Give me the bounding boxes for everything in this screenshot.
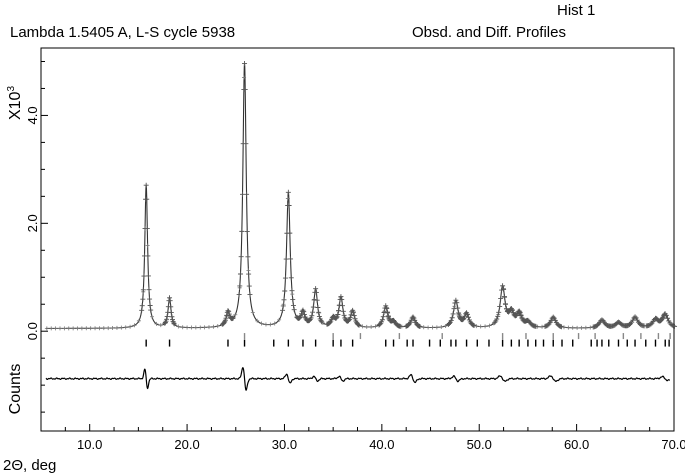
observed-points-peak [162,295,177,327]
observed-points-peak [220,308,236,327]
observed-points-peak [653,311,678,329]
x-tick-label: 70.0 [661,437,685,452]
observed-points-peak [294,307,312,324]
y-tick-label: 2.0 [25,214,40,232]
x-tick-label: 30.0 [272,437,297,452]
observed-points-peak [384,306,403,329]
observed-points-peak [376,303,395,328]
x-axis-label: 2Θ, deg [3,457,56,474]
y-scale-base: X10 [7,91,24,120]
calculated-profile-line [45,63,671,329]
observed-points-peak [403,314,423,330]
y-tick-label: 4.0 [25,106,40,124]
y-axis-label: Counts [7,364,24,415]
x-tick-label: 60.0 [564,437,589,452]
observed-points-peak [456,310,477,328]
y-scale-label: X103 [6,86,24,120]
x-tick-label: 20.0 [174,437,199,452]
observed-points-peak [492,283,513,325]
observed-points-peak [236,60,253,298]
profile-type-label: Obsd. and Diff. Profiles [412,24,566,41]
x-tick-label: 40.0 [369,437,394,452]
observed-points-peak [445,297,466,327]
x-tick-label: 50.0 [467,437,492,452]
observed-points-background [44,75,667,331]
difference-curve [45,367,671,391]
observed-points-peak [542,314,565,330]
y-tick-label: 0.0 [25,322,40,340]
y-scale-exponent: 3 [6,86,17,92]
histogram-label: Hist 1 [557,2,596,19]
wavelength-cycle-label: Lambda 1.5405 A, L-S cycle 5938 [10,24,236,41]
observed-points-peak [517,309,539,329]
observed-points-peak [307,286,325,325]
observed-points-peak [280,189,297,313]
observed-points-peak [623,314,647,329]
observed-points-peak [139,182,154,313]
x-tick-label: 10.0 [77,437,102,452]
plot-frame [40,47,675,432]
observed-points-peak [343,307,362,328]
